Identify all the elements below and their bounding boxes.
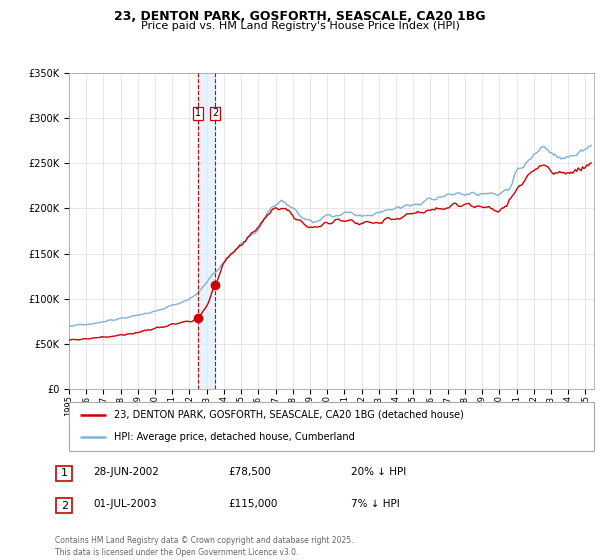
Text: Price paid vs. HM Land Registry's House Price Index (HPI): Price paid vs. HM Land Registry's House … <box>140 21 460 31</box>
Text: 28-JUN-2002: 28-JUN-2002 <box>93 466 159 477</box>
Text: 23, DENTON PARK, GOSFORTH, SEASCALE, CA20 1BG (detached house): 23, DENTON PARK, GOSFORTH, SEASCALE, CA2… <box>113 410 464 420</box>
Text: 1: 1 <box>195 109 201 119</box>
Text: £115,000: £115,000 <box>228 499 277 509</box>
Text: 01-JUL-2003: 01-JUL-2003 <box>93 499 157 509</box>
Text: 7% ↓ HPI: 7% ↓ HPI <box>351 499 400 509</box>
Text: 23, DENTON PARK, GOSFORTH, SEASCALE, CA20 1BG: 23, DENTON PARK, GOSFORTH, SEASCALE, CA2… <box>114 10 486 23</box>
Text: 2: 2 <box>212 109 218 119</box>
Text: Contains HM Land Registry data © Crown copyright and database right 2025.
This d: Contains HM Land Registry data © Crown c… <box>55 536 354 557</box>
Text: HPI: Average price, detached house, Cumberland: HPI: Average price, detached house, Cumb… <box>113 432 355 442</box>
Text: 2: 2 <box>61 501 68 511</box>
Text: £78,500: £78,500 <box>228 466 271 477</box>
Text: 1: 1 <box>61 468 68 478</box>
Bar <box>198 73 215 389</box>
Text: 20% ↓ HPI: 20% ↓ HPI <box>351 466 406 477</box>
